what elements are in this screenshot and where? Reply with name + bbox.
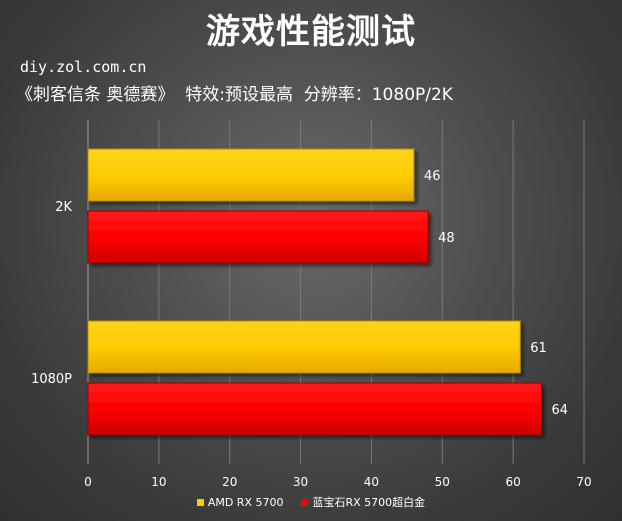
- data-label: 61: [530, 341, 547, 356]
- source-url: diy.zol.com.cn: [20, 58, 147, 76]
- data-label: 46: [424, 169, 441, 184]
- x-tick-label: 70: [576, 475, 591, 489]
- category-label: 1080P: [31, 372, 72, 387]
- legend-swatch-sapphire: [301, 498, 309, 506]
- legend-swatch-amd: [196, 498, 204, 506]
- bar-amd: [87, 148, 415, 202]
- bar-amd: [87, 320, 521, 374]
- legend-item-sapphire: 蓝宝石RX 5700超白金: [301, 494, 425, 510]
- bar-sapphire: [87, 210, 429, 264]
- legend-item-amd: AMD RX 5700: [196, 494, 284, 510]
- x-tick-label: 40: [364, 475, 379, 489]
- data-label: 64: [551, 403, 568, 418]
- x-tick-label: 30: [293, 475, 308, 489]
- x-tick-label: 0: [84, 475, 92, 489]
- x-tick-label: 60: [506, 475, 521, 489]
- labels-layer: 0 10 20 30 40 50 60 70 46 48 2K 61 64 1080P: [31, 169, 592, 489]
- bar-sapphire: [87, 382, 542, 436]
- bars-layer: [87, 148, 542, 436]
- legend: AMD RX 5700 蓝宝石RX 5700超白金: [0, 494, 622, 510]
- x-tick-label: 50: [435, 475, 450, 489]
- x-tick-label: 10: [151, 475, 166, 489]
- legend-label-amd: AMD RX 5700: [207, 495, 284, 509]
- legend-label-sapphire: 蓝宝石RX 5700超白金: [312, 496, 426, 509]
- chart-subtitle: 《刺客信条 奥德赛》 特效:预设最高 分辨率：1080P/2K: [16, 85, 453, 105]
- data-label: 48: [438, 231, 455, 246]
- x-tick-label: 20: [222, 475, 237, 489]
- category-label: 2K: [55, 200, 72, 215]
- chart-title: 游戏性能测试: [206, 12, 416, 52]
